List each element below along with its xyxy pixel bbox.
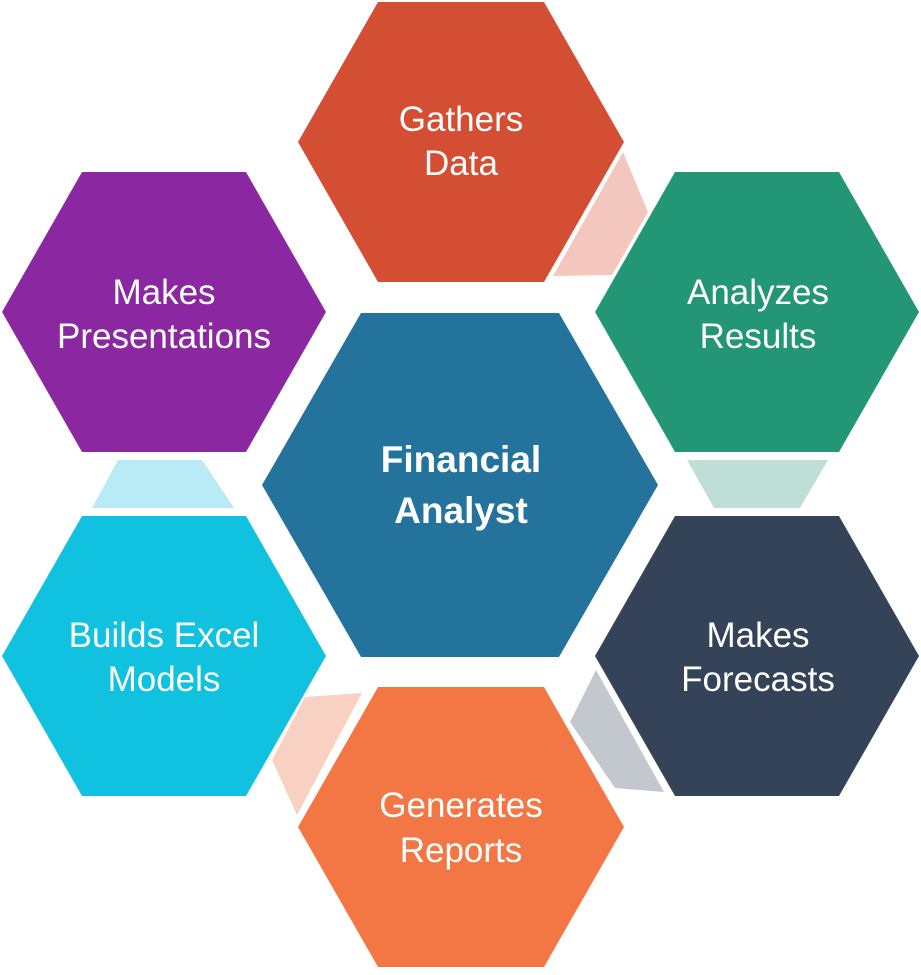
hex-builds-excel-models: Builds Excel Models [2,516,326,796]
hex-gathers-data-line2: Data [424,144,498,183]
connector-reports-excel [272,693,362,815]
hex-generates-reports-line2: Reports [400,831,523,870]
connector-gathers-analyzes [553,152,648,276]
hex-analyzes-results: Analyzes Results [595,172,919,452]
hex-generates-reports-shape [298,687,624,967]
hex-builds-excel-models-line1: Builds Excel [69,616,260,655]
connector-analyzes-forecasts [687,460,828,508]
center-title-line1: Financial [381,439,541,480]
hex-analyzes-results-line2: Results [700,317,817,356]
hex-makes-presentations-line1: Makes [112,273,215,312]
hex-builds-excel-models-line2: Models [108,660,221,699]
hex-makes-presentations-shape [2,172,326,452]
hex-makes-forecasts-shape [595,516,919,796]
hex-center-shape [262,313,658,657]
hex-analyzes-results-shape [595,172,919,452]
hex-gathers-data-line1: Gathers [399,100,524,139]
hex-generates-reports: Generates Reports [298,687,624,967]
hex-makes-presentations-line2: Presentations [57,317,271,356]
connector-forecasts-reports [570,670,664,792]
center-title-line2: Analyst [394,490,528,531]
hex-gathers-data-shape [298,2,624,282]
hex-makes-forecasts: Makes Forecasts [595,516,919,796]
hex-builds-excel-models-shape [2,516,326,796]
hex-generates-reports-line1: Generates [379,786,542,825]
hex-financial-analyst-center: Financial Analyst [262,313,658,657]
connector-excel-presentations [92,460,234,508]
hex-gathers-data: Gathers Data [298,2,624,282]
hex-makes-forecasts-line2: Forecasts [681,660,835,699]
hex-analyzes-results-line1: Analyzes [687,273,829,312]
hex-makes-presentations: Makes Presentations [2,172,326,452]
hex-makes-forecasts-line1: Makes [706,616,809,655]
